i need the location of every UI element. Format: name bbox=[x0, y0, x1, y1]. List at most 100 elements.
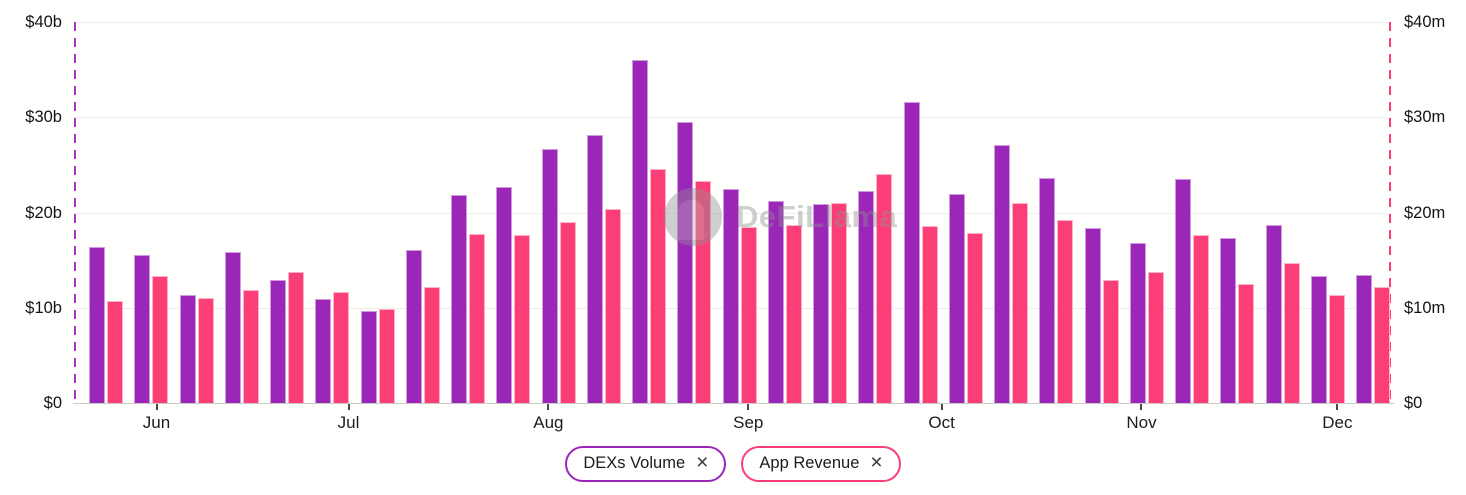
bar-group-week-10 bbox=[496, 22, 531, 403]
bar-app-revenue[interactable] bbox=[695, 181, 712, 403]
bar-app-revenue[interactable] bbox=[921, 225, 938, 403]
close-icon[interactable]: × bbox=[870, 450, 883, 474]
bar-group-week-11 bbox=[541, 22, 576, 403]
bar-group-week-20 bbox=[948, 22, 983, 403]
bar-app-revenue[interactable] bbox=[469, 234, 485, 403]
bar-group-week-25 bbox=[1175, 22, 1209, 403]
x-axis-tick bbox=[1140, 404, 1143, 410]
bar-group-week-6 bbox=[315, 22, 350, 403]
bar-group-week-27 bbox=[1265, 22, 1300, 403]
close-icon[interactable]: × bbox=[696, 450, 709, 474]
bar-app-revenue[interactable] bbox=[1374, 286, 1390, 403]
bar-app-revenue[interactable] bbox=[1102, 280, 1119, 403]
bar-dexs-volume[interactable] bbox=[948, 194, 965, 403]
bar-app-revenue[interactable] bbox=[242, 289, 259, 403]
bar-app-revenue[interactable] bbox=[785, 224, 802, 403]
bar-dexs-volume[interactable] bbox=[134, 255, 151, 403]
bar-group-week-29 bbox=[1356, 22, 1390, 403]
legend-pill-dexs-volume[interactable]: DEXs Volume × bbox=[565, 446, 727, 482]
bar-dexs-volume[interactable] bbox=[1310, 276, 1327, 403]
bar-dexs-volume[interactable] bbox=[1356, 275, 1372, 403]
bar-dexs-volume[interactable] bbox=[224, 251, 241, 403]
bar-app-revenue[interactable] bbox=[378, 308, 395, 403]
bar-dexs-volume[interactable] bbox=[632, 60, 648, 403]
x-axis-month-label: Nov bbox=[1126, 413, 1157, 432]
bar-app-revenue[interactable] bbox=[740, 226, 757, 403]
y-axis-right-tick-label: $40m bbox=[1404, 12, 1446, 31]
bar-dexs-volume[interactable] bbox=[677, 122, 694, 403]
bar-dexs-volume[interactable] bbox=[496, 186, 513, 403]
bar-app-revenue[interactable] bbox=[650, 168, 666, 403]
bar-dexs-volume[interactable] bbox=[541, 148, 558, 403]
bar-app-revenue[interactable] bbox=[197, 298, 214, 403]
bar-dexs-volume[interactable] bbox=[1084, 227, 1101, 403]
bar-group-week-28 bbox=[1310, 22, 1345, 403]
bar-app-revenue[interactable] bbox=[604, 208, 621, 403]
bar-dexs-volume[interactable] bbox=[315, 299, 332, 403]
bar-app-revenue[interactable] bbox=[876, 174, 893, 403]
bar-dexs-volume[interactable] bbox=[767, 201, 784, 403]
x-axis-month-label: Aug bbox=[533, 413, 564, 432]
gridline bbox=[75, 22, 1390, 23]
bar-dexs-volume[interactable] bbox=[586, 135, 603, 403]
bar-app-revenue[interactable] bbox=[514, 235, 531, 403]
bar-app-revenue[interactable] bbox=[152, 276, 169, 403]
y-axis-left-tick-label: $0 bbox=[43, 393, 62, 412]
bar-group-week-12 bbox=[586, 22, 621, 403]
bar-group-week-13 bbox=[632, 22, 666, 403]
bar-dexs-volume[interactable] bbox=[858, 190, 875, 403]
bar-group-week-14 bbox=[677, 22, 712, 403]
x-axis-tick bbox=[347, 404, 350, 410]
bar-group-week-5 bbox=[270, 22, 304, 403]
bar-app-revenue[interactable] bbox=[1283, 262, 1300, 403]
y-axis-right-tick-label: $30m bbox=[1404, 108, 1446, 126]
x-axis-month-label: Sep bbox=[733, 413, 764, 432]
bar-dexs-volume[interactable] bbox=[994, 144, 1010, 403]
bar-app-revenue[interactable] bbox=[1012, 202, 1028, 403]
bar-group-week-24 bbox=[1129, 22, 1164, 403]
bar-app-revenue[interactable] bbox=[423, 286, 440, 403]
plot-area bbox=[75, 22, 1390, 403]
legend: DEXs Volume × App Revenue × bbox=[0, 446, 1466, 482]
bar-group-week-22 bbox=[1039, 22, 1074, 403]
y-axis-left-tick-label: $30b bbox=[25, 108, 62, 126]
bar-dexs-volume[interactable] bbox=[1220, 238, 1237, 403]
bar-app-revenue[interactable] bbox=[333, 291, 350, 403]
bar-dexs-volume[interactable] bbox=[270, 280, 286, 403]
bar-app-revenue[interactable] bbox=[1147, 271, 1164, 403]
bar-dexs-volume[interactable] bbox=[813, 203, 829, 403]
bar-app-revenue[interactable] bbox=[1238, 283, 1255, 403]
bar-group-week-2 bbox=[134, 22, 169, 403]
y-axis-right-tick-label: $20m bbox=[1404, 203, 1446, 222]
bar-dexs-volume[interactable] bbox=[1175, 179, 1191, 403]
bar-app-revenue[interactable] bbox=[1193, 235, 1209, 403]
bar-dexs-volume[interactable] bbox=[405, 249, 422, 403]
bar-group-week-19 bbox=[903, 22, 938, 403]
bar-app-revenue[interactable] bbox=[966, 233, 983, 403]
bar-app-revenue[interactable] bbox=[107, 301, 123, 403]
bar-group-week-17 bbox=[813, 22, 847, 403]
bar-group-week-15 bbox=[722, 22, 757, 403]
bar-app-revenue[interactable] bbox=[1328, 295, 1345, 403]
bar-app-revenue[interactable] bbox=[1057, 220, 1074, 403]
bar-dexs-volume[interactable] bbox=[722, 188, 739, 403]
bar-app-revenue[interactable] bbox=[288, 271, 304, 403]
x-axis-tick bbox=[1336, 404, 1339, 410]
bar-dexs-volume[interactable] bbox=[179, 295, 196, 403]
bar-dexs-volume[interactable] bbox=[903, 102, 920, 403]
bar-dexs-volume[interactable] bbox=[1039, 178, 1056, 403]
bar-dexs-volume[interactable] bbox=[89, 246, 105, 403]
x-axis-month-label: Dec bbox=[1322, 413, 1353, 432]
bar-app-revenue[interactable] bbox=[559, 222, 576, 403]
bar-dexs-volume[interactable] bbox=[1129, 242, 1146, 403]
x-axis-line bbox=[73, 403, 1394, 404]
bar-dexs-volume[interactable] bbox=[360, 310, 377, 403]
y-axis-left-tick-label: $20b bbox=[25, 203, 62, 222]
bar-dexs-volume[interactable] bbox=[1265, 224, 1282, 403]
legend-label: DEXs Volume bbox=[583, 454, 686, 472]
bar-app-revenue[interactable] bbox=[831, 202, 847, 403]
bar-group-week-16 bbox=[767, 22, 802, 403]
legend-pill-app-revenue[interactable]: App Revenue × bbox=[741, 446, 901, 482]
bar-dexs-volume[interactable] bbox=[451, 195, 467, 403]
